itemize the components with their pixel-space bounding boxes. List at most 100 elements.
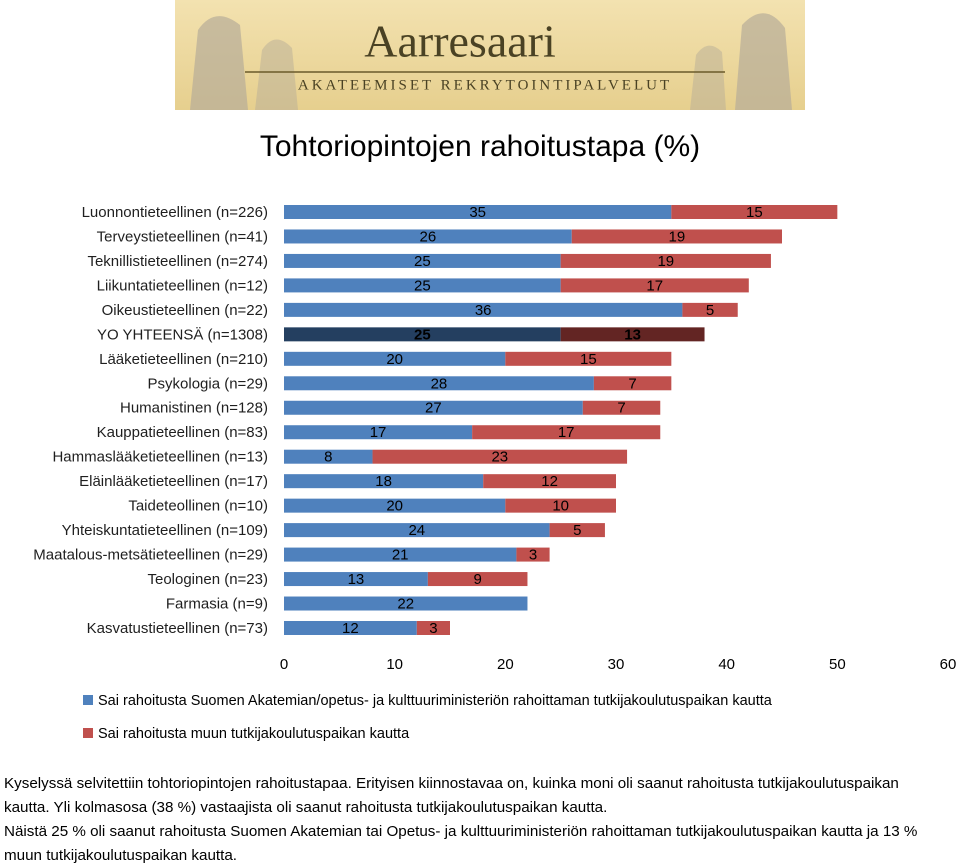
x-tick-label: 10 (386, 656, 403, 673)
bar-segment (671, 205, 838, 219)
chart: Aarresaari AKATEEMISET REKRYTOINTIPALVEL… (33, 0, 957, 742)
legend-label: Sai rahoitusta Suomen Akatemian/opetus- … (98, 693, 773, 709)
value-label: 19 (669, 228, 686, 245)
value-label: 18 (375, 473, 392, 490)
bar-segment (560, 327, 705, 342)
x-tick-label: 40 (718, 656, 735, 673)
value-label: 20 (386, 351, 403, 368)
bar-segment (516, 547, 550, 562)
legend-label: Sai rahoitusta muun tutkijakoulutuspaika… (98, 726, 410, 742)
bar-segment (571, 229, 782, 244)
note: Kyselyssä selvitettiin tohtoriopintojen … (4, 775, 899, 816)
value-label: 25 (414, 326, 431, 343)
value-label: 19 (657, 253, 674, 270)
bar-segment (284, 596, 528, 611)
category-label: Luonnontieteellinen (n=226) (82, 204, 268, 221)
bar-segment (682, 302, 738, 317)
x-tick-label: 0 (280, 656, 288, 673)
value-label: 7 (617, 400, 625, 417)
value-label: 9 (473, 571, 481, 588)
bar-segment (284, 302, 683, 317)
bar-segment (284, 229, 572, 244)
legend-swatch (83, 695, 93, 705)
category-label: Oikeustieteellinen (n=22) (102, 302, 268, 319)
x-tick-label: 60 (940, 656, 957, 673)
bar-segment (284, 449, 373, 464)
value-label: 15 (746, 204, 763, 221)
value-label: 20 (386, 498, 403, 515)
bar-segment (284, 351, 506, 366)
value-label: 5 (573, 522, 581, 539)
value-label: 24 (408, 522, 425, 539)
category-label: Terveystieteellinen (n=41) (97, 228, 268, 245)
bar-segment (416, 620, 450, 635)
logo: Aarresaari AKATEEMISET REKRYTOINTIPALVEL… (175, 0, 805, 111)
logo-subtitle: AKATEEMISET REKRYTOINTIPALVELUT (298, 77, 672, 93)
chart-title: Tohtoriopintojen rahoitustapa (%) (260, 130, 700, 163)
bar-segment (284, 327, 561, 342)
bar-segment (284, 400, 583, 415)
bar-segment (284, 376, 594, 391)
value-label: 17 (646, 277, 663, 294)
category-label: Humanistinen (n=128) (120, 400, 268, 417)
value-label: 12 (342, 620, 359, 637)
bar-segment (284, 547, 517, 562)
bar-segment (582, 400, 661, 415)
x-tick-label: 20 (497, 656, 514, 673)
legend-swatch (83, 728, 93, 738)
bar-segment (472, 425, 661, 440)
category-label: Lääketieteellinen (n=210) (99, 351, 268, 368)
value-label: 26 (420, 228, 437, 245)
bar-segment (284, 523, 550, 538)
category-label: Hammaslääketieteellinen (n=13) (52, 449, 268, 466)
category-label: Psykologia (n=29) (148, 375, 268, 392)
value-label: 28 (431, 375, 448, 392)
value-label: 25 (414, 253, 431, 270)
bar-segment (284, 572, 428, 587)
bar-segment (505, 351, 672, 366)
category-label: Maatalous-metsätieteellinen (n=29) (33, 547, 268, 564)
category-label: Yhteiskuntatieteellinen (n=109) (62, 522, 268, 539)
value-label: 22 (397, 595, 414, 612)
value-label: 5 (706, 302, 714, 319)
value-label: 21 (392, 547, 409, 564)
bar-segment (284, 278, 561, 293)
category-label: Kasvatustieteellinen (n=73) (87, 620, 268, 637)
category-label: Liikuntatieteellinen (n=12) (97, 277, 268, 294)
bar-segment (284, 474, 484, 489)
category-label: Kauppatieteellinen (n=83) (97, 424, 268, 441)
category-label: YO YHTEENSÄ (n=1308) (97, 326, 268, 343)
bar-segment (284, 205, 672, 219)
value-label: 15 (580, 351, 597, 368)
bar-segment (560, 253, 771, 268)
value-label: 8 (324, 449, 332, 466)
bar-segment (549, 523, 605, 538)
notes: Kyselyssä selvitettiin tohtoriopintojen … (4, 772, 944, 868)
value-label: 25 (414, 277, 431, 294)
value-label: 7 (628, 375, 636, 392)
bar-segment (284, 498, 506, 513)
bar-segment (593, 376, 672, 391)
bar-segment (483, 474, 616, 489)
category-label: Taideteollinen (n=10) (128, 498, 268, 515)
bar-segment (372, 449, 628, 464)
value-label: 36 (475, 302, 492, 319)
category-label: Eläinlääketieteellinen (n=17) (79, 473, 268, 490)
logo-title: Aarresaari (364, 16, 556, 67)
value-label: 3 (529, 547, 537, 564)
value-label: 35 (469, 204, 486, 221)
bar-segment (284, 620, 417, 635)
value-label: 3 (429, 620, 437, 637)
bar-segment (427, 572, 528, 587)
category-label: Farmasia (n=9) (166, 595, 268, 612)
value-label: 23 (491, 449, 508, 466)
x-tick-label: 50 (829, 656, 846, 673)
category-label: Teknillistieteellinen (n=274) (87, 253, 268, 270)
bar-segment (560, 278, 749, 293)
note: Näistä 25 % oli saanut rahoitusta Suomen… (4, 823, 918, 864)
value-label: 27 (425, 400, 442, 417)
bar-segment (284, 253, 561, 268)
value-label: 10 (552, 498, 569, 515)
category-label: Teologinen (n=23) (147, 571, 268, 588)
